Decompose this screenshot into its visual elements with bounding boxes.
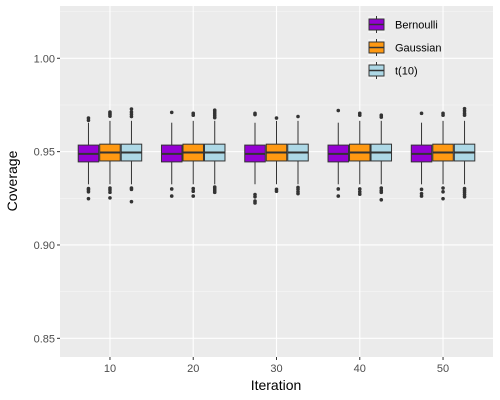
outlier-point xyxy=(169,187,174,191)
outlier-point xyxy=(379,190,384,195)
outlier-point xyxy=(379,197,384,202)
outlier-point xyxy=(191,113,196,118)
outlier-point xyxy=(129,107,134,111)
outlier-point xyxy=(86,189,91,194)
outlier-point xyxy=(191,186,196,191)
outlier-point xyxy=(462,113,467,118)
y-tick-label: 1.00 xyxy=(34,53,55,65)
x-axis-title: Iteration xyxy=(251,377,302,393)
outlier-point xyxy=(108,196,112,200)
box-Bernoulli-50 xyxy=(410,111,433,198)
box-Bernoulli-40 xyxy=(327,108,350,198)
outlier-point xyxy=(253,195,257,199)
box-Gaussian-10 xyxy=(99,110,121,200)
legend-item-Bernoulli: Bernoulli xyxy=(368,16,438,33)
legend: Bernoulli Gaussian t(10) xyxy=(368,16,441,79)
outlier-point xyxy=(86,196,91,201)
y-tick-label: 0.85 xyxy=(34,333,55,345)
outlier-point xyxy=(169,110,174,115)
outlier-point xyxy=(212,190,217,195)
legend-item-Gaussian: Gaussian xyxy=(368,39,441,56)
outlier-point xyxy=(296,191,300,196)
outlier-point xyxy=(441,113,445,118)
legend-item-t(10): t(10) xyxy=(368,62,418,79)
outlier-point xyxy=(419,187,424,192)
outlier-point xyxy=(108,114,112,118)
legend-label: Bernoulli xyxy=(395,20,438,32)
outlier-point xyxy=(253,201,257,205)
box-t(10)-20 xyxy=(203,108,226,195)
legend-label: t(10) xyxy=(395,66,418,78)
outlier-point xyxy=(379,115,384,119)
outlier-point xyxy=(441,189,445,194)
box-Gaussian-40 xyxy=(349,111,371,196)
box-t(10)-30 xyxy=(287,114,309,196)
outlier-point xyxy=(357,187,362,191)
outlier-point xyxy=(129,114,134,119)
outlier-point xyxy=(336,187,341,191)
outlier-point xyxy=(419,194,424,198)
outlier-point xyxy=(129,199,134,204)
outlier-point xyxy=(274,116,279,120)
box-t(10)-40 xyxy=(370,113,393,202)
box-Bernoulli-10 xyxy=(77,116,100,201)
outlier-point xyxy=(441,196,445,201)
outlier-point xyxy=(296,114,300,119)
outlier-point xyxy=(253,112,257,117)
box-Gaussian-30 xyxy=(265,116,288,194)
outlier-point xyxy=(441,186,445,190)
outlier-point xyxy=(357,192,362,196)
outlier-point xyxy=(129,187,134,192)
outlier-point xyxy=(357,113,362,118)
x-tick-label: 10 xyxy=(104,363,116,375)
outlier-point xyxy=(419,111,424,116)
outlier-point xyxy=(462,195,467,199)
box-Bernoulli-30 xyxy=(244,111,266,205)
x-tick-label: 30 xyxy=(270,363,282,375)
box-layer xyxy=(77,106,476,205)
axis-layer: 0.85 0.90 0.95 1.00 10 20 30 40 50 xyxy=(34,53,450,375)
y-tick-label: 0.95 xyxy=(34,147,55,159)
y-tick-label: 0.90 xyxy=(34,240,55,252)
outlier-point xyxy=(108,190,112,195)
outlier-point xyxy=(336,194,341,198)
box-Bernoulli-20 xyxy=(160,110,183,198)
box-Gaussian-50 xyxy=(432,111,454,201)
x-tick-label: 20 xyxy=(187,363,199,375)
outlier-point xyxy=(274,189,279,194)
outlier-point xyxy=(191,194,196,198)
box-Gaussian-20 xyxy=(182,111,204,198)
legend-label: Gaussian xyxy=(395,43,441,55)
outlier-point xyxy=(191,189,196,194)
outlier-point xyxy=(86,116,91,120)
box-t(10)-10 xyxy=(120,107,143,204)
outlier-point xyxy=(169,194,174,198)
x-tick-label: 50 xyxy=(437,363,449,375)
outlier-point xyxy=(336,108,341,113)
x-tick-label: 40 xyxy=(354,363,366,375)
box-t(10)-50 xyxy=(453,106,476,199)
y-axis-title: Coverage xyxy=(4,150,20,211)
outlier-point xyxy=(212,115,217,120)
